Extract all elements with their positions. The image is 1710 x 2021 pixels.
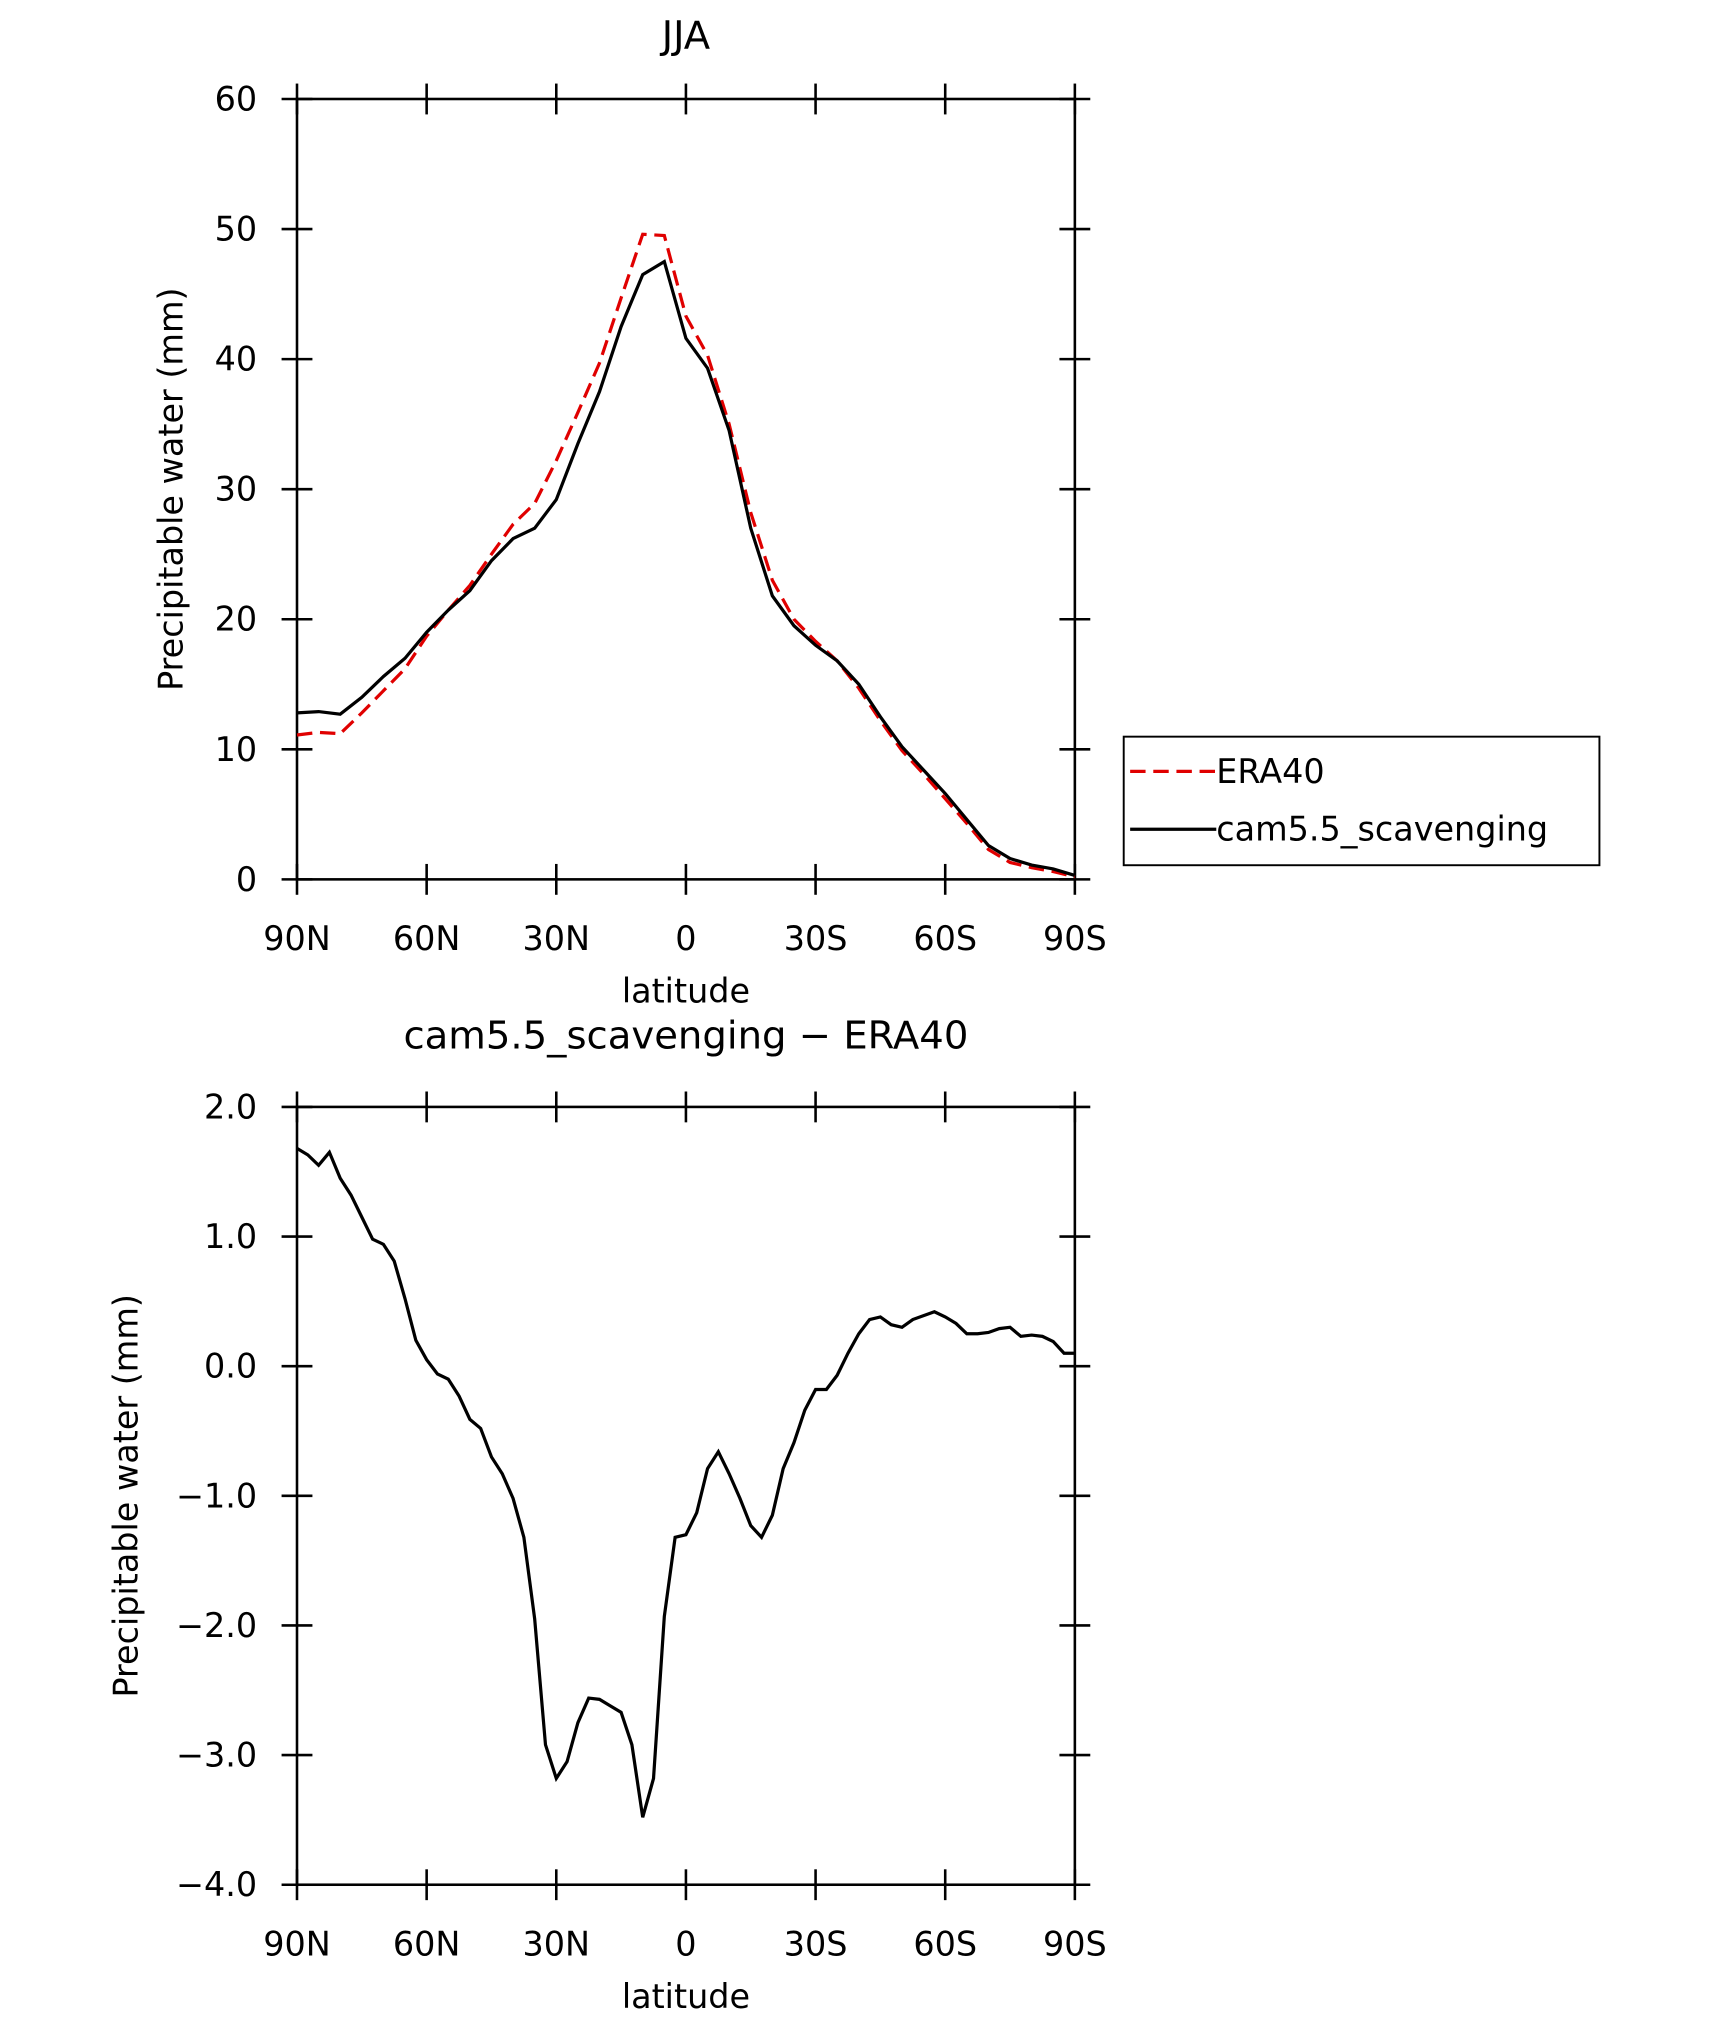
y-tick-label: −3.0: [176, 1736, 257, 1775]
x-tick-label: 30N: [523, 1924, 591, 1963]
y-tick-label: 30: [215, 470, 258, 509]
y-tick-label: 20: [215, 600, 258, 639]
legend-label: cam5.5_scavenging: [1216, 810, 1548, 849]
legend-label: ERA40: [1216, 752, 1324, 791]
x-axis-label: latitude: [622, 1977, 750, 2016]
plot-frame: [295, 97, 1077, 881]
legend-box: [1122, 735, 1601, 867]
x-tick-label: 60S: [913, 1924, 977, 1963]
y-tick-label: 10: [215, 730, 258, 769]
y-axis-label: Precipitable water (mm): [106, 1294, 145, 1697]
y-tick-label: 60: [215, 79, 258, 118]
x-tick-label: 60N: [393, 1924, 461, 1963]
y-tick-label: −4.0: [176, 1865, 257, 1904]
chart-title: JJA: [660, 13, 711, 58]
x-tick-label: 90S: [1043, 1924, 1107, 1963]
y-tick-label: 0.0: [204, 1347, 257, 1386]
y-tick-label: 0: [236, 860, 257, 899]
x-tick-label: 60N: [393, 919, 461, 958]
y-tick-label: −2.0: [176, 1606, 257, 1645]
x-tick-label: 0: [675, 919, 696, 958]
chart-title: cam5.5_scavenging − ERA40: [403, 1014, 968, 1059]
y-tick-label: 2.0: [204, 1087, 257, 1126]
x-tick-label: 30S: [784, 1924, 848, 1963]
x-axis-label: latitude: [622, 972, 750, 1011]
y-tick-label: 1.0: [204, 1217, 257, 1256]
y-tick-label: 40: [215, 340, 258, 379]
data-line: [296, 232, 1076, 879]
y-tick-label: −1.0: [176, 1476, 257, 1515]
x-tick-label: 90N: [263, 1924, 331, 1963]
x-tick-label: 90S: [1043, 919, 1107, 958]
y-tick-label: 50: [215, 210, 258, 249]
data-line: [296, 259, 1076, 878]
x-tick-label: 30N: [523, 919, 591, 958]
legend: ERA40 cam5.5_scavenging: [1122, 735, 1601, 867]
x-tick-label: 0: [675, 1924, 696, 1963]
plot-frame: [295, 1105, 1077, 1887]
y-axis-label: Precipitable water (mm): [151, 287, 190, 690]
x-tick-label: 60S: [913, 919, 977, 958]
x-tick-label: 90N: [263, 919, 331, 958]
x-tick-label: 30S: [784, 919, 848, 958]
data-line: [296, 1147, 1075, 1818]
